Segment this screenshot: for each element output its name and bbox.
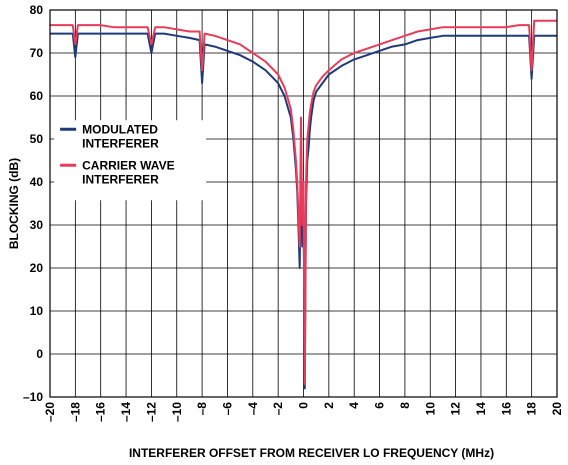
legend-line: CARRIER WAVE <box>82 158 174 172</box>
y-tick-labels: –10 0 10 20 30 40 50 60 70 80 <box>23 3 43 404</box>
y-axis-title: BLOCKING (dB) <box>7 158 21 249</box>
x-tick-label: 2 <box>322 402 336 409</box>
y-tick-label: 60 <box>30 89 44 103</box>
series-layer <box>50 19 557 390</box>
legend-line: MODULATED <box>82 122 158 136</box>
x-tick-label: 20 <box>550 402 564 416</box>
plot-frame <box>49 9 558 398</box>
legend-background <box>54 120 207 201</box>
y-tick-label: 10 <box>30 304 44 318</box>
x-tick-label: 14 <box>474 402 488 416</box>
legend-label-modulated: MODULATED INTERFERER <box>82 122 159 150</box>
y-tick-label: 0 <box>36 347 43 361</box>
x-tick-label: 10 <box>423 402 437 416</box>
x-tick-label: 12 <box>449 402 463 416</box>
legend-line: INTERFERER <box>82 136 159 150</box>
x-tick-label: –16 <box>94 402 108 422</box>
x-tick-label: –2 <box>271 402 285 416</box>
x-tick-label: 18 <box>525 402 539 416</box>
x-tick-label: –4 <box>246 402 260 416</box>
x-tick-label: –18 <box>68 402 82 422</box>
x-tick-label: 0 <box>297 402 311 409</box>
x-tick-label: –12 <box>144 402 158 422</box>
legend-label-carrier: CARRIER WAVE INTERFERER <box>82 158 174 186</box>
y-tick-label: 50 <box>30 132 44 146</box>
y-tick-label: 40 <box>30 175 44 189</box>
x-tick-label: 6 <box>373 402 387 409</box>
y-tick-label: 80 <box>30 3 44 17</box>
y-tick-label: –10 <box>23 390 43 404</box>
x-axis-title: INTERFERER OFFSET FROM RECEIVER LO FREQU… <box>129 446 494 460</box>
x-tick-label: –10 <box>170 402 184 422</box>
x-tick-labels: –20 –18 –16 –14 –12 –10 –8 –6 –4 –2 0 2 4 6 8 10 12 14 16 1… <box>43 402 564 422</box>
x-tick-label: –8 <box>195 402 209 416</box>
y-tick-label: 70 <box>30 46 44 60</box>
x-tick-label: 16 <box>499 402 513 416</box>
y-tick-label: 30 <box>30 218 44 232</box>
series-line-1 <box>50 19 557 386</box>
x-tick-label: –14 <box>119 402 133 422</box>
x-tick-label: 4 <box>347 402 361 409</box>
x-tick-label: –20 <box>43 402 57 422</box>
y-tick-label: 20 <box>30 261 44 275</box>
x-tick-label: 8 <box>398 402 412 409</box>
legend-line: INTERFERER <box>82 172 159 186</box>
x-tick-label: –6 <box>220 402 234 416</box>
